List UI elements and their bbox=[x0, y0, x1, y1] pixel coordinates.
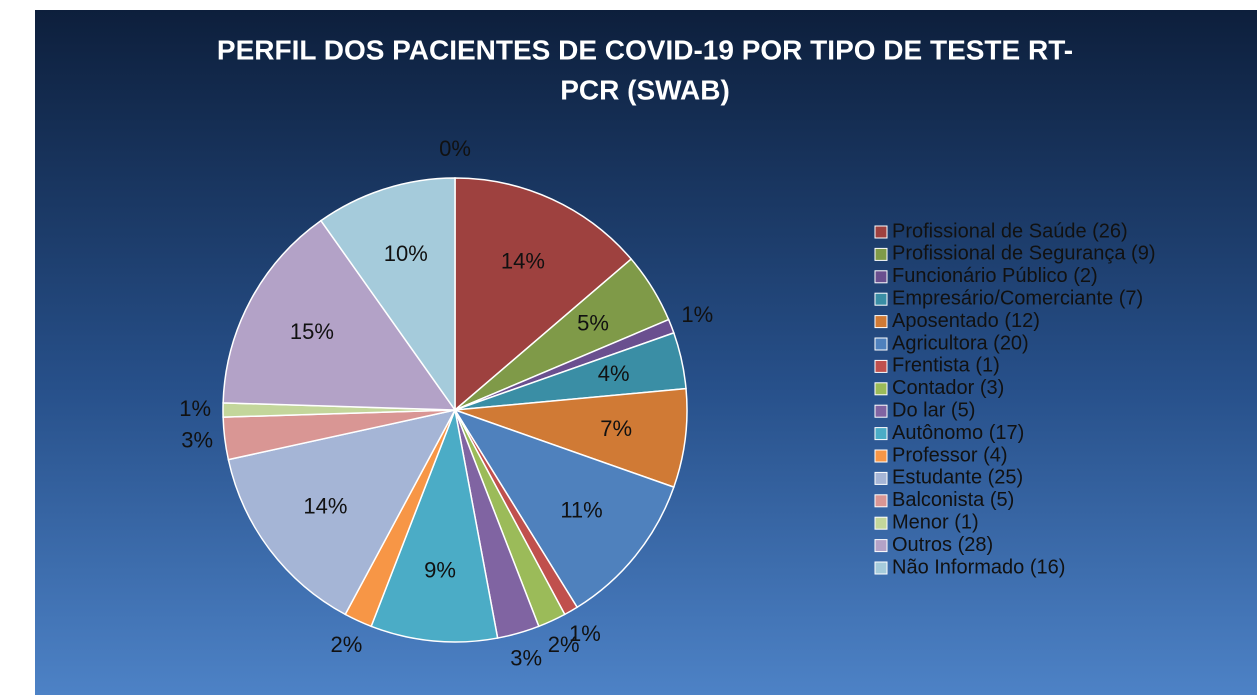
legend-label: Outros (28) bbox=[892, 534, 993, 556]
legend-label: Autônomo (17) bbox=[892, 422, 1024, 444]
data-label: 9% bbox=[424, 558, 456, 583]
data-label: 3% bbox=[510, 646, 542, 671]
pie-slice bbox=[222, 219, 457, 411]
legend-label: Agricultora (20) bbox=[892, 332, 1029, 354]
data-label: 2% bbox=[330, 632, 362, 657]
legend-label: Não Informado (16) bbox=[892, 556, 1065, 578]
pie-slice bbox=[370, 407, 499, 643]
legend-swatch bbox=[874, 561, 888, 575]
legend-label: Professor (4) bbox=[892, 444, 1008, 466]
chart-title: PERFIL DOS PACIENTES DE COVID-19 POR TIP… bbox=[217, 34, 1073, 65]
legend-swatch bbox=[874, 382, 888, 396]
legend-swatch bbox=[874, 270, 888, 284]
data-label: 11% bbox=[560, 498, 602, 523]
legend-label: Menor (1) bbox=[892, 511, 979, 533]
legend-swatch bbox=[874, 427, 888, 441]
legend-label: Profissional de Segurança (9) bbox=[892, 243, 1155, 265]
legend-swatch bbox=[874, 315, 888, 329]
data-label: 2% bbox=[548, 632, 580, 657]
legend-label: Funcionário Público (2) bbox=[892, 265, 1098, 287]
legend-swatch bbox=[874, 337, 888, 351]
legend-label: Profissional de Saúde (26) bbox=[892, 220, 1128, 242]
data-label: 14% bbox=[303, 494, 347, 519]
data-label: 14% bbox=[501, 248, 545, 273]
data-label: 4% bbox=[598, 361, 630, 386]
data-label: 10% bbox=[384, 241, 428, 266]
legend-swatch bbox=[874, 449, 888, 463]
legend-label: Estudante (25) bbox=[892, 467, 1023, 489]
data-label: 3% bbox=[181, 428, 213, 453]
legend-swatch bbox=[874, 539, 888, 553]
pie-slice bbox=[319, 177, 456, 413]
legend-label: Do lar (5) bbox=[892, 399, 975, 421]
data-label: 5% bbox=[577, 310, 609, 335]
legend-swatch bbox=[874, 247, 888, 261]
legend-swatch bbox=[874, 404, 888, 418]
pie-slice bbox=[227, 408, 457, 616]
legend-swatch bbox=[874, 292, 888, 306]
legend-label: Frentista (1) bbox=[892, 355, 1000, 377]
data-label: 1% bbox=[179, 396, 211, 421]
legend-label: Empresário/Comerciante (7) bbox=[892, 287, 1143, 309]
legend-swatch bbox=[874, 471, 888, 485]
data-label: 1% bbox=[569, 621, 601, 646]
data-label: 0% bbox=[439, 136, 471, 161]
chart-title: PCR (SWAB) bbox=[560, 74, 730, 105]
legend-swatch bbox=[874, 494, 888, 508]
data-label: 1% bbox=[681, 302, 713, 327]
legend-label: Aposentado (12) bbox=[892, 310, 1040, 332]
data-label: 7% bbox=[600, 416, 632, 441]
legend-swatch bbox=[874, 516, 888, 530]
legend-label: Balconista (5) bbox=[892, 489, 1014, 511]
legend-swatch bbox=[874, 225, 888, 239]
pie-slice bbox=[454, 177, 633, 412]
data-label: 15% bbox=[290, 319, 334, 344]
legend-swatch bbox=[874, 359, 888, 373]
legend-label: Contador (3) bbox=[892, 377, 1004, 399]
pie-slice bbox=[453, 408, 675, 609]
